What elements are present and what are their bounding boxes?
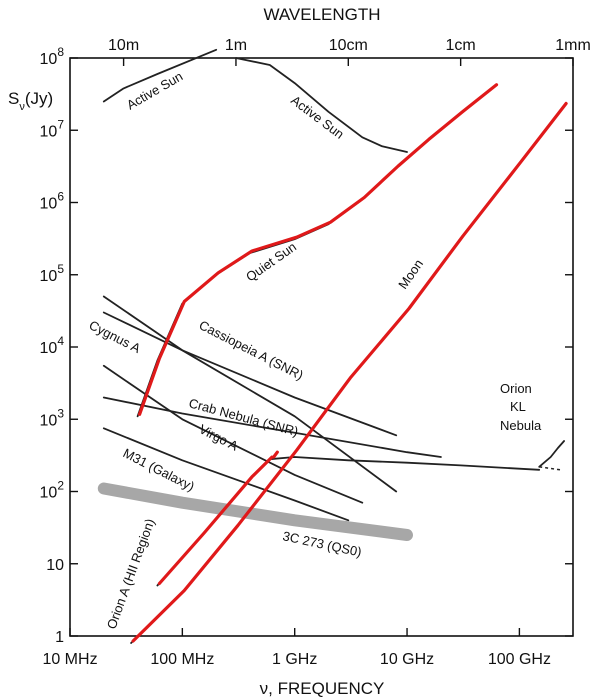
y-tick-label: 106 [40,190,65,213]
highlight-layer [131,83,568,643]
y-tick-label: 103 [40,406,65,429]
annotation-label: Virgo A [197,421,241,453]
series-3c-273-qs0 [97,482,413,541]
annotation-label: Orion [500,381,532,396]
series-quiet-sun [136,85,496,418]
y-tick-label: 10 [46,557,64,574]
chart-title: WAVELENGTH [263,5,380,24]
series-active-sun [102,48,218,103]
y-tick-label: 102 [40,479,65,502]
series-m31-galaxy [102,427,350,522]
x-tick-label: 100 MHz [150,651,214,668]
y-axis-label: Sν(Jy) [8,89,53,113]
y-tick-label: 108 [40,45,65,68]
annotation-label: M31 (Galaxy) [121,445,197,494]
top-tick-label: 10m [108,37,139,54]
highlight-dash [272,450,279,459]
x-tick-label: 10 GHz [380,651,434,668]
top-tick-label: 1cm [446,37,476,54]
highlight-moon [131,101,568,643]
highlight-quiet-sun [138,83,499,416]
y-tick-label: 104 [40,334,65,357]
series-virgo-a [102,364,364,504]
series-moon [130,104,565,644]
x-tick-label: 100 GHz [488,651,551,668]
series-orion-kl-dashed [539,466,561,471]
y-tick-label: 1 [55,629,64,646]
x-tick-label: 1 GHz [272,651,317,668]
y-tick-label: 105 [40,262,65,285]
annotation-label: Orion A (HII Region) [104,517,158,631]
x-axis-label: ν, FREQUENCY [260,679,385,698]
top-axis: 10m 1m 10cm 1cm 1mm [108,37,591,66]
series-cygnus-a [102,295,398,493]
annotation-label: Cassiopeia A (SNR) [197,317,306,383]
top-tick-label: 1m [225,37,247,54]
series-crab-nebula-snr [102,396,442,458]
top-tick-label: 10cm [329,37,368,54]
series-active-sun [235,57,408,153]
series-orion-kl-nebula [538,440,565,468]
y-axis: 1 10 102 103 104 105 106 107 108 [40,45,573,646]
annotation-label: Nebula [500,418,542,433]
annotation-label: Cygnus A [87,317,144,356]
annotation-label: KL [510,399,526,414]
highlight-orion-a-hii-region [157,455,274,586]
annotation-label: Moon [395,256,426,291]
x-tick-label: 10 MHz [42,651,97,668]
y-tick-label: 107 [40,117,65,140]
series-cassiopeia-a-snr [102,311,398,437]
x-axis: 10 MHz 100 MHz 1 GHz 10 GHz 100 GHz [42,628,551,668]
annotation-label: Active Sun [288,92,347,141]
top-tick-label: 1mm [555,37,591,54]
